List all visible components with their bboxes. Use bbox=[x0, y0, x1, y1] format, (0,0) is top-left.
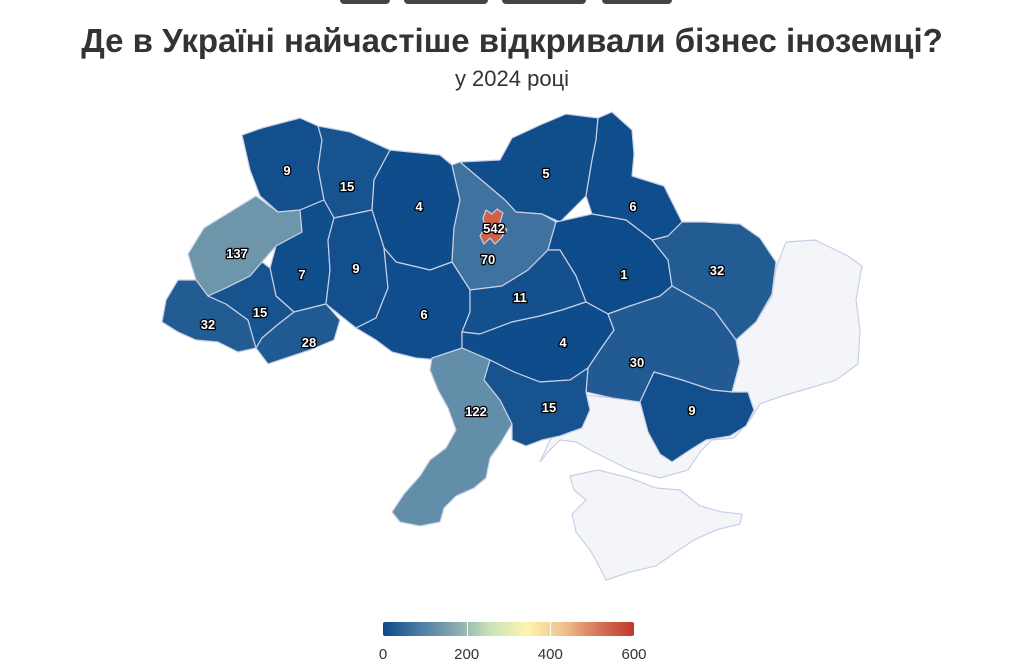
value-label-cherkasy: 11 bbox=[513, 290, 527, 305]
value-label-rivne: 15 bbox=[340, 179, 354, 194]
value-label-volyn: 9 bbox=[283, 163, 290, 178]
value-label-kharkiv: 32 bbox=[710, 263, 724, 278]
legend-separator bbox=[550, 622, 552, 636]
value-label-poltava: 1 bbox=[620, 267, 627, 282]
value-label-mykolaiv: 15 bbox=[542, 400, 556, 415]
value-label-vinnytsia: 6 bbox=[420, 307, 427, 322]
value-label-lviv: 137 bbox=[226, 246, 248, 261]
region-chernivtsi[interactable] bbox=[255, 303, 341, 365]
value-label-dnipropetrovsk: 30 bbox=[630, 355, 644, 370]
legend-tick-400: 400 bbox=[537, 646, 563, 663]
legend-tick-600: 600 bbox=[621, 646, 647, 663]
cropped-top-element bbox=[340, 0, 672, 4]
value-label-khmelnytskyi: 9 bbox=[352, 261, 359, 276]
legend-tick-200: 200 bbox=[454, 646, 480, 663]
map-title: Де в Україні найчастіше відкривали бізне… bbox=[81, 22, 943, 59]
occupied-crimea bbox=[569, 469, 743, 581]
color-scale-legend bbox=[383, 622, 634, 636]
legend-tick-0: 0 bbox=[378, 646, 388, 663]
value-label-kyiv-oblast: 70 bbox=[481, 252, 495, 267]
value-label-zhytomyr: 4 bbox=[415, 199, 423, 214]
occupied-territories bbox=[539, 239, 863, 581]
region-mykolaiv[interactable] bbox=[483, 359, 591, 447]
value-label-kyiv-city: 542 bbox=[483, 221, 505, 236]
region-zaporizhzhia[interactable] bbox=[639, 371, 755, 463]
value-label-ivano-frankivsk: 15 bbox=[253, 305, 267, 320]
value-labels: 9 15 4 5 6 542 70 137 7 9 1 32 32 15 28 6 11 4 30 122 15 9 bbox=[199, 162, 725, 421]
map-subtitle: у 2024 році bbox=[454, 66, 570, 91]
value-label-kirovohrad: 4 bbox=[559, 335, 567, 350]
value-label-ternopil: 7 bbox=[298, 267, 305, 282]
value-label-zaporizhzhia: 9 bbox=[688, 403, 695, 418]
value-label-chernivtsi: 28 bbox=[302, 335, 316, 350]
legend-separator bbox=[466, 622, 468, 636]
value-label-odesa: 122 bbox=[465, 404, 487, 419]
value-label-sumy: 6 bbox=[629, 199, 636, 214]
oblast-regions bbox=[161, 111, 777, 527]
value-label-chernihiv: 5 bbox=[542, 166, 549, 181]
region-kyiv-city[interactable] bbox=[479, 208, 508, 245]
value-label-zakarpattia: 32 bbox=[201, 317, 215, 332]
